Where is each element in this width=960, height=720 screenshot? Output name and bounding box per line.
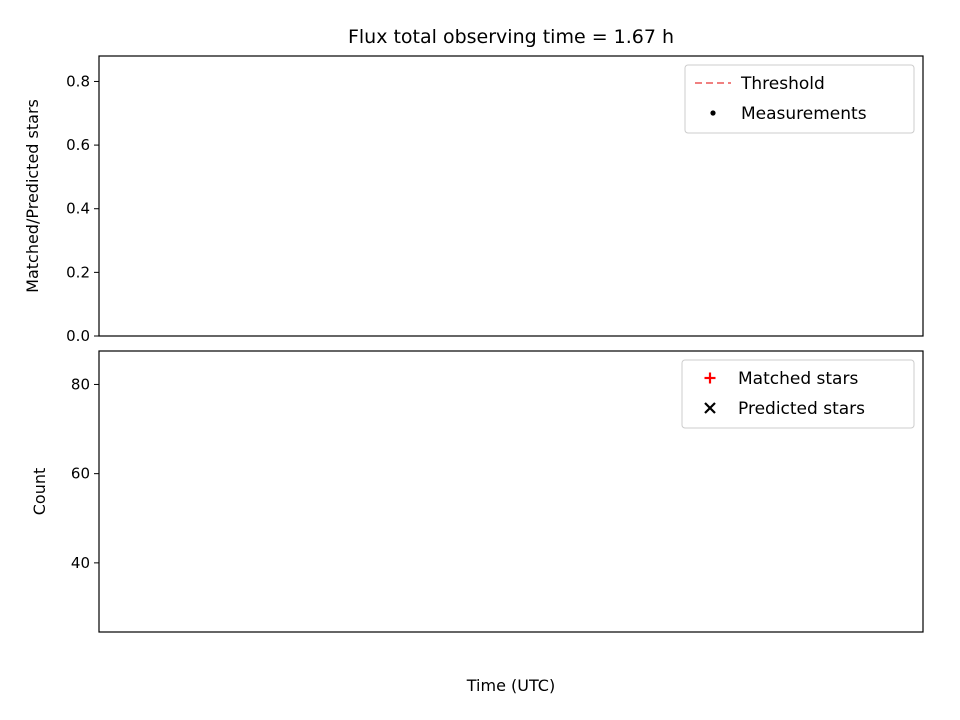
legend-label: Predicted stars — [738, 399, 865, 419]
y-tick-label: 60 — [71, 465, 90, 483]
plot-frame — [98, 350, 924, 633]
y-axis-label: Count — [30, 468, 49, 516]
legend-swatch — [710, 110, 716, 116]
y-tick-label: 0.0 — [66, 327, 90, 345]
y-tick-label: 0.2 — [66, 263, 90, 281]
x-axis-label: Time (UTC) — [466, 676, 555, 695]
legend-box — [684, 64, 915, 134]
counts-panel: 40 60 80 Count Matched stars Predicted stars — [30, 350, 924, 633]
y-tick-label: 40 — [71, 554, 90, 572]
y-tick-label: 0.6 — [66, 136, 90, 154]
y-tick-label: 80 — [71, 375, 90, 393]
plot-frame — [98, 55, 924, 337]
legend-label: Matched stars — [738, 369, 858, 389]
legend-label: Threshold — [740, 74, 825, 94]
y-tick-label: 0.4 — [66, 200, 90, 218]
legend-label: Measurements — [741, 104, 867, 124]
legend-swatch — [704, 402, 716, 414]
y-tick-label: 0.8 — [66, 72, 90, 90]
legend: Threshold Measurements — [684, 64, 915, 134]
legend-swatch — [704, 372, 716, 384]
ratio-panel: 0.0 0.2 0.4 0.6 0.8 Matched/Predicted stars Th… — [23, 55, 924, 345]
legend: Matched stars Predicted stars — [681, 359, 915, 429]
y-axis-label: Matched/Predicted stars — [23, 99, 42, 293]
legend-box — [681, 359, 915, 429]
chart-title: Flux total observing time = 1.67 h — [348, 26, 674, 48]
